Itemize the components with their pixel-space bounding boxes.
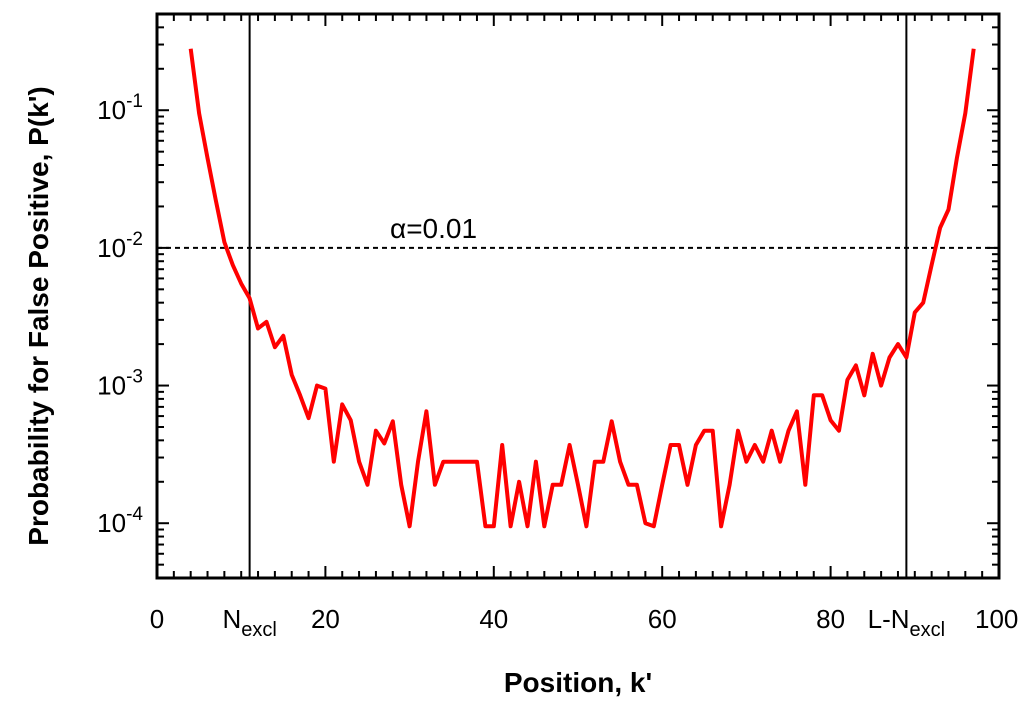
y-axis-title: Probability for False Positive, P(k') (23, 86, 54, 545)
x-axis-title: Position, k' (504, 667, 652, 698)
tick-exponent: -2 (126, 229, 143, 250)
tick-base: N (222, 604, 241, 634)
tick-base: 10 (97, 233, 126, 263)
x-tick-label: 60 (648, 604, 677, 634)
series-line-1 (188, 48, 976, 529)
tick-base: L-N (868, 604, 910, 634)
plot-frame (155, 12, 1001, 580)
tick-base: 10 (97, 508, 126, 538)
y-tick-label: 10-2 (97, 229, 143, 263)
tick-exponent: -1 (126, 91, 143, 112)
x-tick-label: 100 (975, 604, 1018, 634)
tick-base: 10 (97, 371, 126, 401)
x-tick-label: 20 (311, 604, 340, 634)
tick-base: 10 (97, 95, 126, 125)
tick-exponent: -4 (126, 504, 143, 525)
threshold-label: α=0.01 (390, 213, 477, 244)
plot-area (157, 14, 999, 578)
x-tick-label: 40 (479, 604, 508, 634)
tick-exponent: -3 (126, 367, 143, 388)
x-special-tick-label-1: Nexcl (222, 604, 276, 641)
x-special-tick-label-2: L-Nexcl (868, 604, 945, 641)
x-tick-label: 80 (816, 604, 845, 634)
y-tick-label: 10-1 (97, 91, 143, 125)
y-tick-label: 10-3 (97, 367, 143, 401)
x-tick-label: 0 (150, 604, 164, 634)
tick-subscript: excl (910, 619, 946, 641)
tick-subscript: excl (241, 619, 277, 641)
y-tick-label: 10-4 (97, 504, 143, 538)
